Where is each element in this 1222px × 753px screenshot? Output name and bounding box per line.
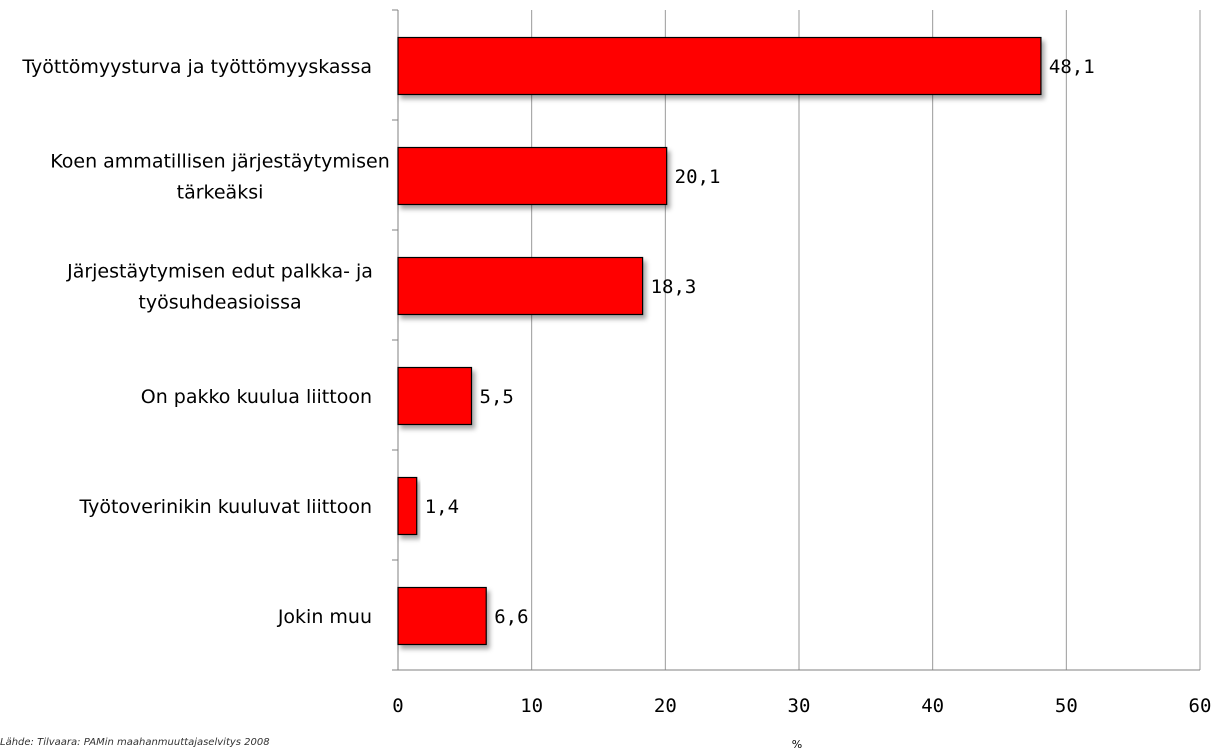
category-label-4: On pakko kuulua liittoon [141, 386, 372, 408]
bar-6 [397, 586, 487, 646]
labels: 0 10 20 30 40 50 60 48,1 Työttömyysturva ja työt… [21, 56, 1211, 717]
axes [392, 9, 1200, 671]
gridlines [531, 10, 1201, 670]
category-label-5: Työtoverinikin kuuluvat liittoon [78, 496, 372, 518]
source-note: Lähde: Tilvaara: PAMin maahanmuuttajasel… [0, 737, 270, 748]
bar-4 [397, 366, 473, 426]
value-label-4: 5,5 [480, 386, 514, 408]
value-label-5: 1,4 [425, 496, 459, 518]
x-tick-label-40: 40 [921, 695, 944, 717]
category-label-3-line-1: Järjestäytymisen edut palkka- ja [66, 261, 373, 283]
x-axis-title: % [792, 738, 802, 751]
value-label-1: 48,1 [1049, 56, 1095, 78]
bars [397, 36, 1042, 646]
x-tick-label-10: 10 [520, 695, 543, 717]
x-tick-label-60: 60 [1189, 695, 1212, 717]
x-tick-label-30: 30 [788, 695, 811, 717]
bar-3 [397, 256, 644, 316]
x-tick-label-20: 20 [654, 695, 677, 717]
category-label-2-line-1: Koen ammatillisen järjestäytymisen [50, 151, 390, 173]
value-label-6: 6,6 [494, 606, 528, 628]
x-tick-label-50: 50 [1055, 695, 1078, 717]
bar-1 [397, 36, 1042, 96]
category-label-3-line-2: työsuhdeasioissa [138, 292, 301, 314]
category-label-6: Jokin muu [277, 606, 372, 628]
value-label-3: 18,3 [651, 276, 697, 298]
value-label-2: 20,1 [675, 166, 721, 188]
x-tick-label-0: 0 [392, 695, 403, 717]
category-label-1: Työttömyysturva ja työttömyyskassa [21, 56, 372, 78]
bar-5 [397, 476, 418, 536]
category-label-2-line-2: tärkeäksi [177, 182, 264, 204]
bar-2 [397, 146, 668, 206]
